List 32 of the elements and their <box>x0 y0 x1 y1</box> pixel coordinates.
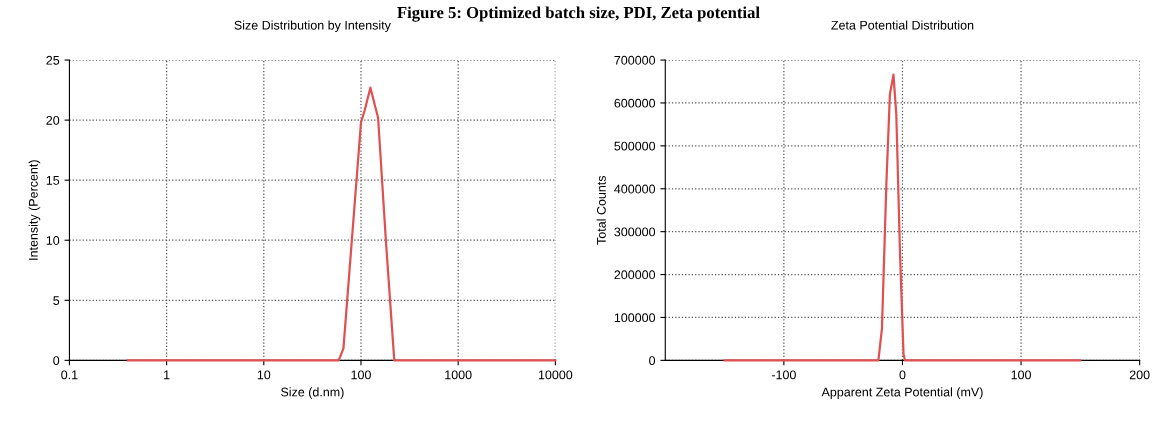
line-series <box>723 73 1082 362</box>
y-tick-label: 20 <box>46 115 60 125</box>
chart-title: Size Distribution by Intensity <box>234 20 391 33</box>
x-tick-label: 100 <box>1011 370 1031 380</box>
y-tick-label: 300000 <box>614 227 656 237</box>
y-tick-label: 400000 <box>614 184 656 194</box>
caption: Figure 5: Optimized batch size, PDI, Zeta potential <box>397 6 760 22</box>
y-tick-label: 700000 <box>614 55 656 65</box>
y-tick-label: 0 <box>53 356 60 366</box>
y-tick-label: 15 <box>46 176 60 185</box>
y-tick-label: 500000 <box>614 141 656 151</box>
x-tick-label: 200 <box>1129 370 1150 380</box>
x-tick-label: 100 <box>351 370 371 380</box>
y-tick-label: 100000 <box>614 313 656 323</box>
chart-title: Zeta Potential Distribution <box>831 20 974 30</box>
x-tick-label: 0 <box>899 370 906 380</box>
y-axis-title: Intensity (Percent) <box>28 160 41 260</box>
y-tick-label: 200000 <box>614 270 656 280</box>
y-tick-label: 0 <box>649 356 656 366</box>
y-tick-label: 5 <box>53 296 60 305</box>
x-axis-title: Apparent Zeta Potential (mV) <box>821 387 983 399</box>
x-tick-label: -100 <box>771 370 796 380</box>
x-axis-title: Size (d.nm) <box>281 387 344 399</box>
x-tick-label: 0.1 <box>61 370 78 380</box>
x-tick-label: 1000 <box>445 370 472 380</box>
y-axis-title: Total Counts <box>596 175 606 245</box>
x-tick-label: 10 <box>257 370 271 380</box>
x-tick-label: 10000 <box>538 370 573 380</box>
y-tick-label: 25 <box>46 55 60 65</box>
x-tick-label: 1 <box>164 370 170 380</box>
y-tick-label: 10 <box>46 236 60 245</box>
y-tick-label: 600000 <box>614 98 656 108</box>
